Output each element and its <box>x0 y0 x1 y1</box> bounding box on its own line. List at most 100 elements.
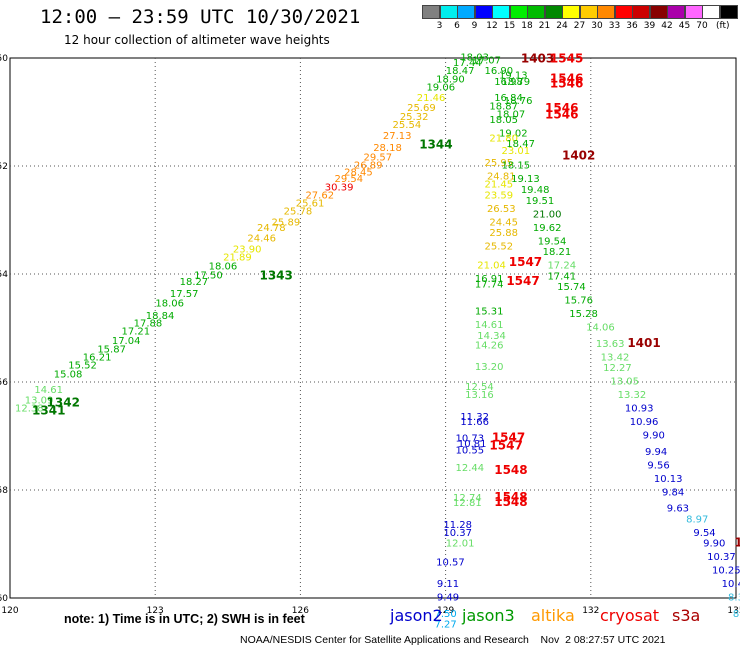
wave-height-label: 9.63 <box>667 504 689 515</box>
wave-height-label: 16.91 <box>475 274 504 285</box>
x-tick-label: 123 <box>147 606 164 616</box>
wave-height-label: 25.78 <box>284 207 313 218</box>
wave-height-label: 13.32 <box>618 390 647 401</box>
scale-label: 9 <box>471 21 478 31</box>
wave-height-label: 26.53 <box>487 204 516 215</box>
wave-height-label: 29.54 <box>334 174 363 185</box>
wave-height-label: 9.94 <box>645 447 667 458</box>
wave-height-label: 18.15 <box>501 161 530 172</box>
pass-number-label: 1547 <box>506 274 539 288</box>
wave-height-label: 18.06 <box>155 298 184 309</box>
wave-height-label: 19.54 <box>538 236 567 247</box>
wave-height-label: 17.50 <box>194 270 223 281</box>
wave-height-label: 12.44 <box>455 463 484 474</box>
wave-height-label: 28.45 <box>344 168 373 179</box>
pass-number-label: 1545 <box>550 51 583 65</box>
wave-height-label: 19.51 <box>526 196 555 207</box>
satellite-label-cryosat: cryosat <box>600 606 660 625</box>
wave-height-label: 28.18 <box>373 143 402 154</box>
satellite-label-jason2: jason2 <box>390 606 443 625</box>
wave-height-label: 16.84 <box>494 93 523 104</box>
wave-height-label: 17.24 <box>547 261 576 272</box>
wave-height-label: 19.06 <box>426 82 455 93</box>
wave-height-label: 18.47 <box>446 66 475 77</box>
pass-number-label: 1344 <box>419 138 452 152</box>
wave-height-label: 15.74 <box>557 282 586 293</box>
wave-height-label: 19.13 <box>511 174 540 185</box>
wave-height-label: 10.96 <box>630 417 659 428</box>
scale-label: 36 <box>626 21 638 31</box>
scale-label: 45 <box>678 21 691 31</box>
scale-label: 33 <box>608 21 621 31</box>
wave-height-label: 17.88 <box>134 318 163 329</box>
scale-swatch <box>719 5 738 19</box>
wave-height-label: 18.84 <box>146 311 175 322</box>
unit-label: (ft) <box>716 21 730 31</box>
wave-height-label: 18.76 <box>504 96 533 107</box>
chart-title: 12:00 – 23:59 UTC 10/30/2021 <box>40 6 361 28</box>
wave-height-label: 25.95 <box>485 158 514 169</box>
pass-number-label: 1402 <box>562 149 595 163</box>
x-tick-label: 126 <box>292 606 309 616</box>
wave-height-label: 21.04 <box>477 261 506 272</box>
wave-height-label: 24.81 <box>487 172 516 183</box>
y-tick-label: -52 <box>0 162 8 172</box>
scale-label: 30 <box>591 21 603 31</box>
wave-height-label: 26.89 <box>354 161 383 172</box>
wave-height-label: 9.49 <box>437 593 459 604</box>
wave-height-label: 9.84 <box>662 487 684 498</box>
wave-height-label: 12.81 <box>453 498 482 509</box>
wave-height-label: 21.89 <box>223 253 252 264</box>
wave-height-label: 15.52 <box>68 361 97 372</box>
wave-height-label: 29.57 <box>364 153 393 164</box>
scale-label: 6 <box>454 21 460 31</box>
scale-label: 42 <box>661 21 673 31</box>
wave-height-label: 16.21 <box>83 352 112 363</box>
wave-height-label: 18.87 <box>489 101 518 112</box>
wave-height-label: 25.88 <box>489 228 518 239</box>
wave-height-label: 18.21 <box>543 247 572 258</box>
wave-height-label: 14.61 <box>34 385 63 396</box>
scale-label: 24 <box>556 21 568 31</box>
wave-height-label: 13.20 <box>475 362 504 373</box>
wave-height-label: 19.02 <box>499 128 528 139</box>
wave-height-label: 7.50 <box>434 609 456 620</box>
y-tick-label: -58 <box>0 486 8 496</box>
wave-height-label: 23.59 <box>485 190 514 201</box>
wave-height-label: 24.78 <box>257 223 286 234</box>
wave-height-label: 25.52 <box>485 242 514 253</box>
wave-height-label: 18.47 <box>506 139 535 150</box>
scale-label: 18 <box>521 21 533 31</box>
pass-number-label: 1401 <box>627 336 660 350</box>
x-tick-label: 120 <box>1 606 18 616</box>
wave-height-label: 13.09 <box>25 396 54 407</box>
wave-height-label: 24.46 <box>247 234 276 245</box>
wave-height-label: 10.37 <box>443 528 472 539</box>
wave-height-label: 10.93 <box>625 404 654 415</box>
wave-height-label: 15.08 <box>54 370 83 381</box>
scale-label: 12 <box>486 21 498 31</box>
wave-height-label: 17.44 <box>453 58 482 69</box>
pass-number-label: 1548 <box>494 490 527 504</box>
satellite-label-altika: altika <box>531 606 575 625</box>
pass-number-label: 1548 <box>494 463 527 477</box>
pass-number-label: 1547 <box>509 255 542 269</box>
scale-label: 27 <box>573 21 586 31</box>
wave-height-label: 11.28 <box>443 520 472 531</box>
plot-frame <box>9 57 737 599</box>
wave-height-label: 19.13 <box>499 71 528 82</box>
pass-number-label: 1546 <box>545 101 578 115</box>
wave-height-label: 18.03 <box>460 53 489 64</box>
wave-height-label: 9.54 <box>693 528 715 539</box>
wave-height-label: 12.54 <box>465 382 494 393</box>
pass-number-label: 1548 <box>494 495 527 509</box>
wave-height-label: 9.56 <box>647 460 669 471</box>
wave-height-label: 10.55 <box>455 445 484 456</box>
pass-number-label: 1343 <box>259 268 292 282</box>
wave-height-label: 18.05 <box>489 115 518 126</box>
pass-number-label: 1342 <box>47 395 80 409</box>
wave-height-label: 19.48 <box>521 185 550 196</box>
wave-height-label: 21.45 <box>485 180 514 191</box>
wave-height-label: 16.90 <box>485 66 514 77</box>
scale-label: 15 <box>503 21 516 31</box>
